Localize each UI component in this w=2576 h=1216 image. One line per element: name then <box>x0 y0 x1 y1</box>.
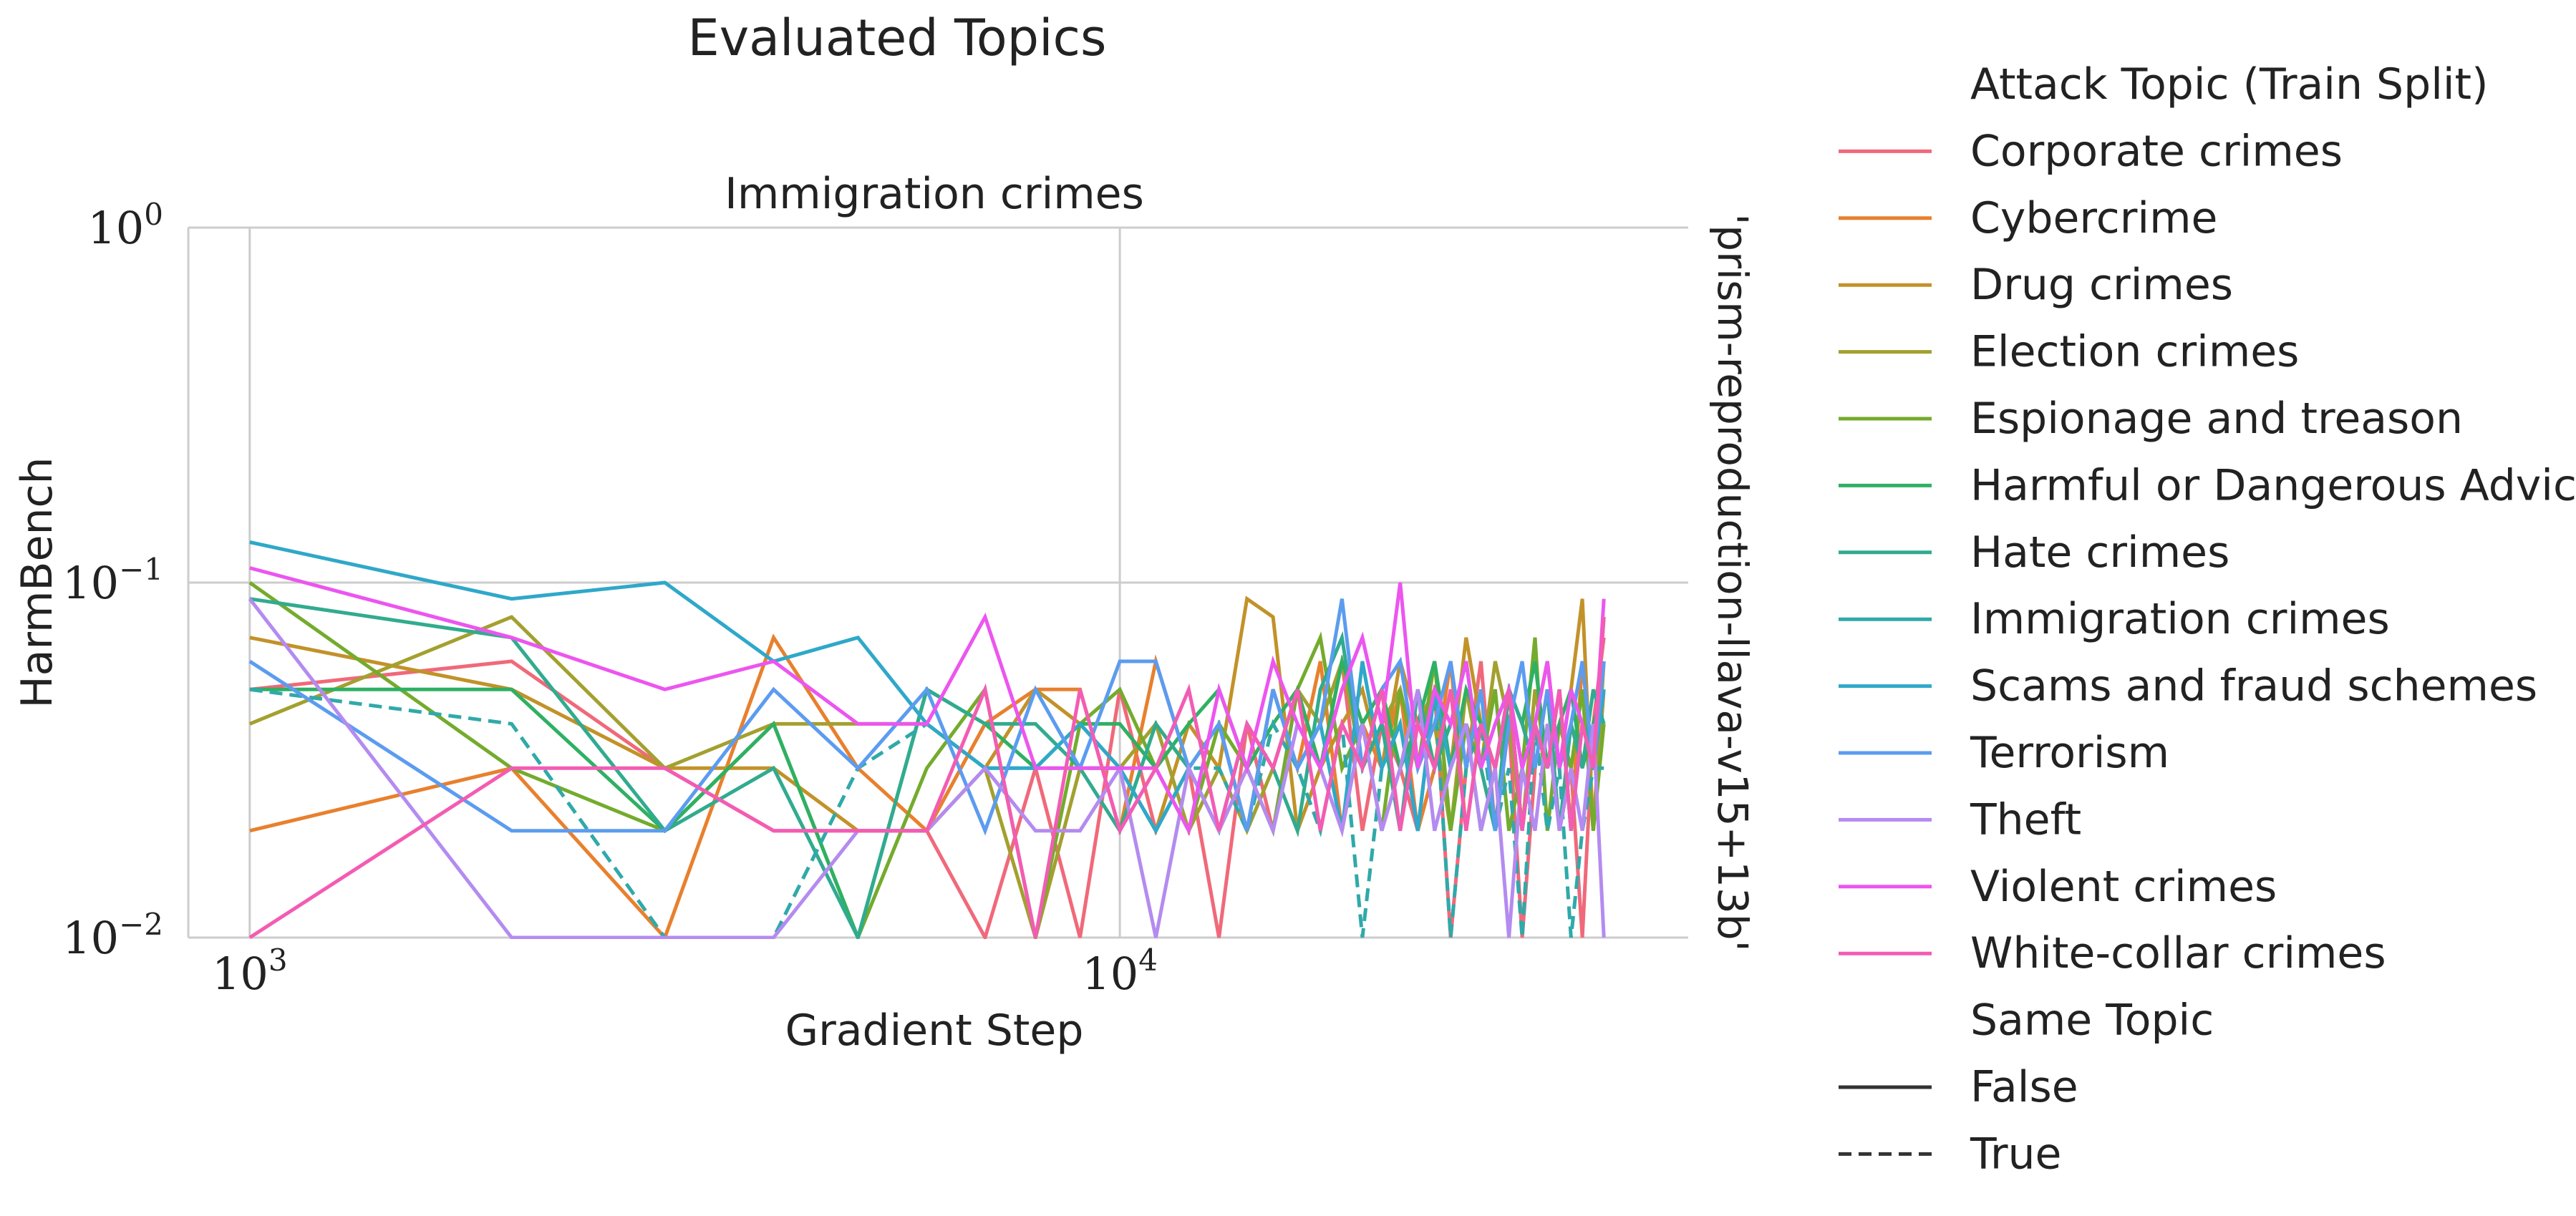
x-tick-label: 104 <box>1082 943 1158 1000</box>
legend-label: Theft <box>1970 794 2081 845</box>
legend-label: Immigration crimes <box>1970 594 2390 644</box>
legend-label: Espionage and treason <box>1970 394 2463 444</box>
legend-label: Harmful or Dangerous Advice <box>1970 460 2576 510</box>
legend-label: Corporate crimes <box>1970 126 2343 176</box>
legend-label: Scams and fraud schemes <box>1970 661 2537 711</box>
series-line <box>249 566 1606 836</box>
axes <box>187 228 1688 939</box>
subplot-title: Immigration crimes <box>725 169 1144 219</box>
x-tick-label: 103 <box>212 943 288 1000</box>
legend-label: Election crimes <box>1970 327 2299 377</box>
x-axis-label: Gradient Step <box>785 1006 1084 1056</box>
legend: Attack Topic (Train Split) Corporate crim… <box>1839 59 2576 1179</box>
legend-label: Violent crimes <box>1970 862 2277 912</box>
legend-label: Cybercrime <box>1970 193 2217 243</box>
series-line <box>248 598 1606 939</box>
row-label: 'prism-reproduction-llava-v15+13b' <box>1708 213 1757 951</box>
legend-subtitle: Same Topic <box>1970 996 2214 1046</box>
series-line <box>248 616 1606 939</box>
legend-label: False <box>1970 1062 2078 1112</box>
legend-title: Attack Topic (Train Split) <box>1970 59 2489 110</box>
series-lines <box>248 540 1606 939</box>
legend-label: Drug crimes <box>1970 260 2233 310</box>
y-tick-labels: 10−2 10−1 100 <box>62 197 163 964</box>
figure-title: Evaluated Topics <box>688 9 1107 67</box>
legend-label: Hate crimes <box>1970 527 2229 578</box>
y-tick-label: 10−1 <box>62 552 163 609</box>
legend-label: White-collar crimes <box>1970 928 2386 978</box>
y-axis-label: HarmBench <box>12 457 62 708</box>
series-line <box>248 598 1606 836</box>
x-tick-labels: 103 104 <box>212 943 1158 1000</box>
legend-label: True <box>1970 1129 2061 1179</box>
legend-label: Terrorism <box>1970 728 2169 778</box>
y-tick-label: 100 <box>87 197 163 254</box>
y-tick-label: 10−2 <box>62 907 163 964</box>
